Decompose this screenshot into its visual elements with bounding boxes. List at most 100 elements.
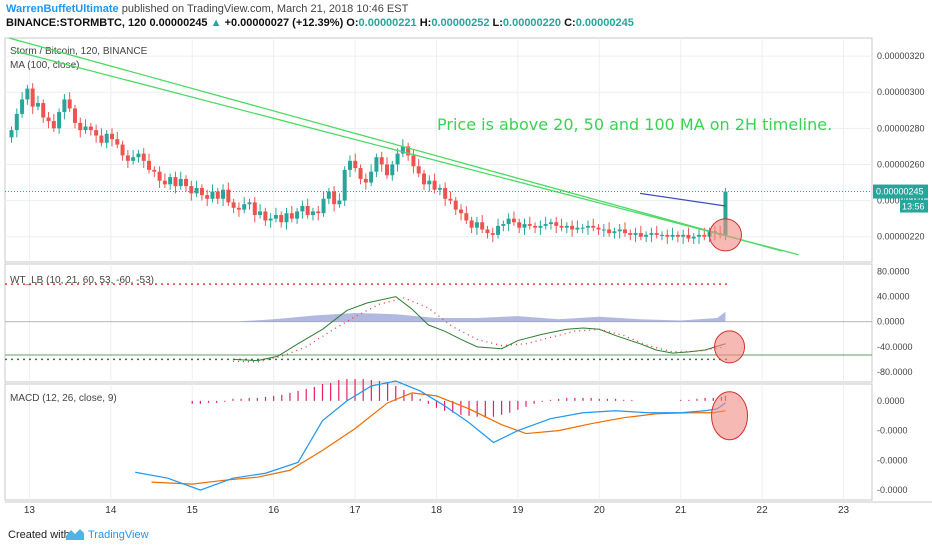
candle-body bbox=[136, 153, 141, 158]
chart-area[interactable]: 13 14 15 16 17 18 19 20 21 22 23 0.00000320 0.000003… bbox=[0, 36, 932, 522]
candle-body bbox=[622, 229, 627, 234]
tradingview-brand-link[interactable]: TradingView bbox=[88, 529, 149, 541]
close-label: C: bbox=[564, 17, 576, 29]
candle-body bbox=[596, 227, 601, 230]
candle-body bbox=[575, 227, 580, 230]
candle-body bbox=[554, 222, 559, 226]
macd-y-tick-label: 0.0000 bbox=[877, 396, 905, 406]
candle-body bbox=[78, 122, 83, 131]
countdown-label: 13:56 bbox=[902, 202, 925, 212]
candle-body bbox=[125, 155, 130, 161]
last-price: 0.00000245 bbox=[149, 17, 208, 29]
candle-body bbox=[242, 204, 247, 210]
last-price-badge bbox=[873, 184, 928, 199]
candle-body bbox=[506, 218, 511, 225]
macd-y-tick-label: -0.0000 bbox=[877, 485, 908, 495]
low-value: 0.00000220 bbox=[502, 17, 562, 29]
x-tick-label: 20 bbox=[594, 505, 606, 516]
ma100-line bbox=[639, 192, 726, 207]
candle-body bbox=[496, 225, 501, 235]
candle-body bbox=[633, 233, 638, 235]
candle-body bbox=[310, 211, 315, 216]
candle-body bbox=[332, 191, 337, 205]
x-tick-label: 22 bbox=[757, 505, 769, 516]
wt-line-2 bbox=[232, 297, 726, 363]
x-tick-label: 14 bbox=[105, 505, 117, 516]
macd-y-tick-label: -0.0000 bbox=[877, 455, 908, 465]
candles-group bbox=[9, 83, 728, 244]
candle-body bbox=[20, 99, 25, 114]
high-label: H: bbox=[419, 17, 432, 29]
author-link[interactable]: WarrenBuffetUltimate bbox=[6, 3, 119, 15]
candle-body bbox=[57, 112, 62, 129]
candle-body bbox=[369, 171, 374, 183]
candle-body bbox=[374, 157, 379, 172]
candle-body bbox=[353, 160, 358, 169]
candle-body bbox=[670, 234, 675, 237]
candle-body bbox=[94, 130, 99, 136]
wt-pane-title: WT_LB (10, 21, 60, 53, -60, -53) bbox=[10, 275, 154, 286]
wt-y-tick-label: 0.0000 bbox=[877, 317, 905, 327]
candle-body bbox=[665, 234, 670, 237]
y-tick-label: 0.00000300 bbox=[877, 87, 925, 97]
candle-body bbox=[427, 180, 432, 185]
candle-body bbox=[628, 233, 633, 235]
macd-y-tick-label: -0.0000 bbox=[877, 426, 908, 436]
x-tick-label: 16 bbox=[268, 505, 280, 516]
candle-body bbox=[194, 187, 199, 194]
x-tick-label: 21 bbox=[675, 505, 687, 516]
candle-body bbox=[205, 195, 210, 199]
candle-body bbox=[601, 229, 606, 231]
macd-pane-title: MACD (12, 26, close, 9) bbox=[10, 393, 117, 404]
wt-y-tick-label: -80.0000 bbox=[877, 367, 913, 377]
candle-body bbox=[289, 213, 294, 219]
wt-y-tick-label: 80.0000 bbox=[877, 267, 910, 277]
y-tick-label: 0.00000220 bbox=[877, 232, 925, 242]
candle-body bbox=[527, 224, 532, 226]
candle-body bbox=[480, 222, 485, 230]
candle-body bbox=[184, 178, 189, 187]
trendline bbox=[12, 50, 799, 256]
y-tick-label: 0.00000260 bbox=[877, 159, 925, 169]
candle-body bbox=[14, 113, 19, 131]
macd-highlight-circle bbox=[711, 391, 749, 441]
pane-frame bbox=[4, 37, 873, 263]
candle-body bbox=[538, 225, 543, 228]
macd-signal-line bbox=[151, 392, 726, 485]
price-change: +0.00000027 (+12.39%) bbox=[224, 17, 344, 29]
candle-body bbox=[395, 153, 400, 165]
candle-body bbox=[570, 225, 575, 230]
candle-body bbox=[109, 133, 114, 140]
candle-body bbox=[279, 215, 284, 223]
wt-y-tick-label: 40.0000 bbox=[877, 292, 910, 302]
ohlc-line: BINANCE:STORMBTC, 120 0.00000245 ▲ +0.00… bbox=[6, 17, 634, 29]
candle-body bbox=[41, 103, 46, 118]
candle-body bbox=[35, 103, 40, 107]
candle-body bbox=[453, 200, 458, 210]
candle-body bbox=[681, 234, 686, 237]
candle-body bbox=[644, 234, 649, 237]
x-tick-label: 13 bbox=[24, 505, 36, 516]
candle-body bbox=[168, 177, 173, 185]
candle-body bbox=[321, 198, 326, 214]
pane-frame bbox=[4, 263, 873, 383]
published-text: published on TradingView.com, March 21, … bbox=[121, 3, 409, 15]
footer: Created with TradingView bbox=[0, 522, 932, 550]
candle-body bbox=[258, 211, 263, 216]
candle-body bbox=[189, 186, 194, 194]
candle-body bbox=[501, 224, 506, 226]
candle-body bbox=[638, 233, 643, 237]
candle-body bbox=[342, 169, 347, 201]
candle-body bbox=[675, 234, 680, 237]
low-label: L: bbox=[492, 17, 503, 29]
candle-body bbox=[580, 227, 585, 229]
candle-body bbox=[416, 166, 421, 174]
candle-body bbox=[337, 200, 342, 205]
candle-body bbox=[490, 233, 495, 235]
candle-body bbox=[363, 178, 368, 183]
candle-body bbox=[548, 222, 553, 225]
candle-body bbox=[517, 222, 522, 228]
candle-body bbox=[591, 225, 596, 228]
candle-body bbox=[559, 225, 564, 228]
candle-body bbox=[326, 191, 331, 199]
